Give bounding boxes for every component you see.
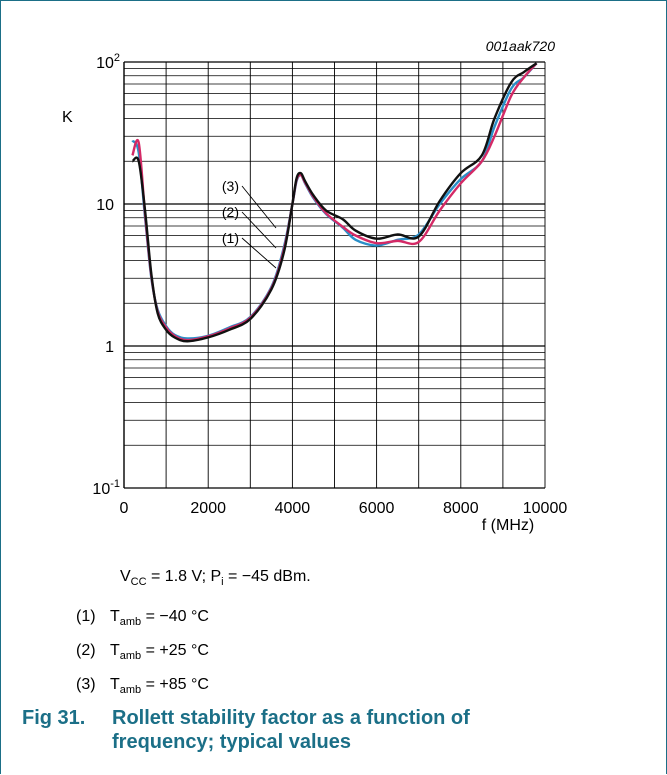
callout-label: (2) (222, 204, 239, 220)
legend-item: (2) Tamb = +25 °C (76, 642, 209, 663)
x-axis-label: f (MHz) (482, 517, 534, 534)
figure-id: 001aak720 (486, 38, 556, 54)
y-tick-label: 102 (96, 52, 120, 72)
series-line (131, 62, 538, 342)
x-tick-label: 4000 (275, 500, 311, 517)
callout-leader (241, 185, 277, 229)
y-tick-label: 1 (105, 339, 114, 356)
legend-item: (1) Tamb = −40 °C (76, 608, 209, 629)
callout-leader (241, 211, 277, 249)
axis-ticks: 0 2000 4000 6000 8000 10000 10-1 1 10 102 (92, 52, 567, 517)
legend-item: (3) Tamb = +85 °C (76, 676, 209, 697)
x-tick-label: 0 (120, 500, 129, 517)
figure-caption: Fig 31. Rollett stability factor as a fun… (22, 706, 532, 754)
x-tick-label: 8000 (443, 500, 479, 517)
series-lines (131, 62, 538, 343)
figure-label: Fig 31. (22, 707, 86, 729)
callout-label: (3) (222, 178, 239, 194)
grid (123, 61, 546, 489)
x-tick-label: 6000 (359, 500, 395, 517)
series-callouts: (3) (2) (1) (222, 178, 277, 269)
callout-label: (1) (222, 230, 239, 246)
x-tick-label: 10000 (523, 500, 568, 517)
callout-leader (241, 237, 277, 269)
y-axis-label: K (62, 109, 73, 126)
test-conditions: VCC = 1.8 V; Pi = −45 dBm. (120, 568, 311, 589)
y-tick-label: 10-1 (92, 478, 120, 498)
figure-title: Rollett stability factor as a function o… (112, 707, 470, 753)
x-tick-label: 2000 (190, 500, 226, 517)
series-line (131, 62, 538, 343)
y-tick-label: 10 (96, 197, 114, 214)
